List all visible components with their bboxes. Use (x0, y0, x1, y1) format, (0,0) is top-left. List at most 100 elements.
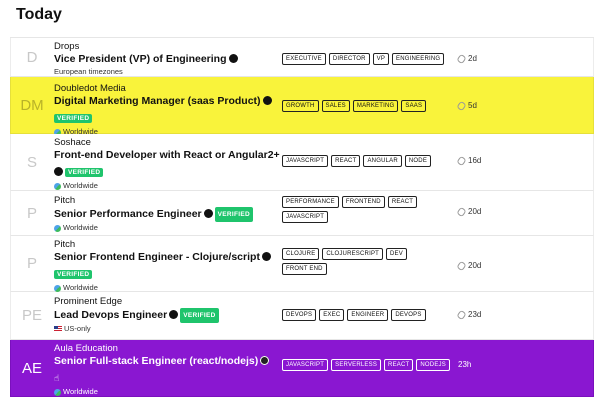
location-text: Worldwide (63, 127, 98, 136)
tag[interactable]: SAAS (401, 100, 427, 112)
verified-badge: VERIFIED (180, 308, 219, 323)
tag[interactable]: SALES (321, 100, 350, 112)
tag-list: JAVASCRIPT SERVERLESS REACT NODEJS (282, 359, 450, 371)
paperclip-icon (456, 100, 467, 111)
pointing-hand-icon: ☝ (54, 373, 60, 383)
job-row-highlighted[interactable]: DM Doubledot Media Digital Marketing Man… (10, 77, 594, 137)
company-name: Pitch (54, 239, 76, 250)
tag[interactable]: REACT (384, 359, 414, 371)
job-title[interactable]: Front-end Developer with React or Angula… (54, 149, 286, 162)
verified-badge: VERIFIED (65, 168, 104, 177)
job-title-text: Senior Performance Engineer (54, 208, 202, 220)
gem-icon (261, 252, 271, 261)
job-age: 23d (456, 309, 482, 320)
company-name: Prominent Edge (54, 296, 123, 307)
job-row-highlighted[interactable]: AE Aula Education Senior Full-stack Engi… (10, 340, 594, 397)
company-logo: S (26, 153, 37, 171)
tag[interactable]: CLOJURESCRIPT (322, 248, 384, 260)
tag[interactable]: DEVOPS (391, 309, 426, 321)
location-text: US-only (64, 324, 91, 333)
page-title: Today (16, 6, 62, 23)
paperclip-icon (456, 155, 467, 166)
company-logo: P (26, 255, 37, 272)
age-text: 23h (458, 360, 472, 369)
tag[interactable]: FRONTEND (341, 196, 385, 208)
tag[interactable]: ANGULAR (363, 155, 402, 167)
tag[interactable]: JAVASCRIPT (282, 155, 329, 167)
tag[interactable]: ENGINEERING (392, 53, 445, 65)
tag[interactable]: ENGINEER (347, 309, 389, 321)
tag-list: JAVASCRIPT REACT ANGULAR NODE (282, 155, 450, 167)
tag[interactable]: FRONT END (282, 263, 327, 275)
job-row[interactable]: S Soshace Front-end Developer with React… (10, 134, 594, 191)
job-title-text: Front-end Developer with React or Angula… (54, 149, 280, 161)
tag[interactable]: JAVASCRIPT (282, 359, 329, 371)
tag[interactable]: GROWTH (282, 100, 319, 112)
tag-list: CLOJURE CLOJURESCRIPT DEV FRONT END (282, 248, 450, 275)
job-title[interactable]: Digital Marketing Manager (saas Product) (54, 95, 279, 108)
tag[interactable]: JAVASCRIPT (282, 211, 329, 223)
globe-icon (54, 284, 61, 292)
job-list: D Drops Vice President (VP) of Engineeri… (10, 37, 594, 397)
job-row[interactable]: P Pitch Senior Frontend Engineer - Cloju… (10, 236, 594, 292)
job-title-text: Lead Devops Engineer (54, 309, 168, 321)
job-title[interactable]: Senior Frontend Engineer - Clojure/scrip… (54, 251, 279, 264)
age-text: 20d (468, 261, 482, 270)
paperclip-icon (456, 260, 467, 271)
company-name: Pitch (54, 195, 76, 206)
job-location: Worldwide (54, 127, 279, 137)
job-title-text: Vice President (VP) of Engineering (54, 53, 227, 65)
job-age: 20d (456, 260, 482, 271)
age-text: 23d (468, 310, 482, 319)
paperclip-icon (456, 309, 467, 320)
globe-icon (54, 128, 61, 136)
tag[interactable]: EXEC (319, 309, 345, 321)
company-logo: AE (21, 359, 42, 377)
tag[interactable]: VP (372, 53, 390, 65)
job-row[interactable]: P Pitch Senior Performance Engineer VERIF… (10, 191, 594, 236)
company-name: Soshace (54, 137, 91, 148)
globe-icon (54, 224, 61, 232)
location-text: Worldwide (63, 181, 98, 190)
job-row[interactable]: PE Prominent Edge Lead Devops Engineer VE… (10, 292, 594, 340)
job-title[interactable]: Senior Full-stack Engineer (react/nodejs… (54, 355, 279, 368)
tag[interactable]: NODEJS (416, 359, 450, 371)
job-location: Worldwide (54, 223, 279, 233)
location-text: Worldwide (63, 223, 98, 232)
job-title[interactable]: Lead Devops Engineer VERIFIED (54, 308, 279, 323)
job-location: Worldwide (54, 387, 279, 397)
tag[interactable]: DEVOPS (282, 309, 317, 321)
job-title[interactable]: Senior Performance Engineer VERIFIED (54, 207, 279, 222)
job-age: 20d (456, 206, 481, 217)
location-text: Worldwide (63, 283, 98, 292)
job-age: 5d (456, 100, 477, 111)
gem-icon (54, 167, 63, 176)
tag[interactable]: EXECUTIVE (282, 53, 326, 65)
job-title[interactable]: Vice President (VP) of Engineering (54, 53, 279, 66)
job-location: European timezones (54, 67, 279, 77)
tag[interactable]: REACT (387, 196, 418, 208)
tag[interactable]: DEV (386, 248, 407, 260)
tag[interactable]: MARKETING (352, 100, 399, 112)
job-title-text: Digital Marketing Manager (saas Product) (54, 95, 261, 107)
company-logo: D (26, 48, 38, 66)
gem-icon (169, 310, 179, 319)
tag[interactable]: DIRECTOR (328, 53, 370, 65)
tag[interactable]: PERFORMANCE (282, 196, 339, 208)
verified-badge: VERIFIED (54, 114, 93, 123)
age-text: 2d (468, 54, 477, 63)
tag-list: DEVOPS EXEC ENGINEER DEVOPS (282, 309, 450, 321)
company-logo: P (26, 204, 37, 222)
job-row[interactable]: D Drops Vice President (VP) of Engineeri… (10, 38, 594, 77)
job-location: Worldwide (54, 283, 279, 293)
job-title-text: Senior Frontend Engineer - Clojure/scrip… (54, 251, 260, 263)
job-location: US-only (54, 324, 279, 334)
us-flag-icon (54, 326, 62, 332)
job-age: 2d (456, 53, 477, 64)
tag[interactable]: SERVERLESS (331, 359, 382, 371)
tag[interactable]: CLOJURE (282, 248, 320, 260)
job-age: 23h (458, 360, 471, 369)
tag[interactable]: NODE (404, 155, 432, 167)
tag[interactable]: REACT (331, 155, 361, 167)
company-name: Doubledot Media (54, 83, 126, 94)
